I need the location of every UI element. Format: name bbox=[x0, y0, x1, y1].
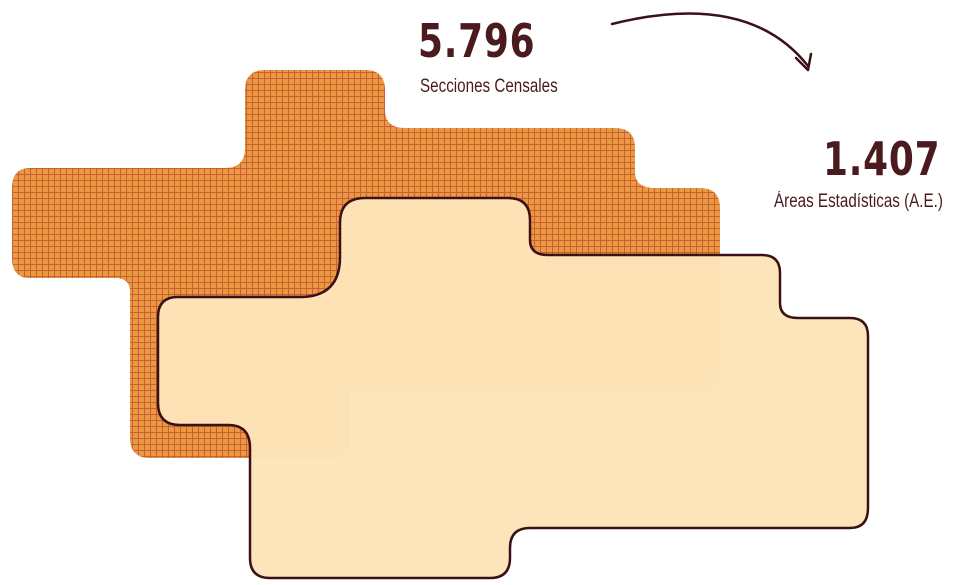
arrowhead-icon bbox=[794, 52, 813, 72]
secciones-count: 5.796 bbox=[418, 14, 536, 68]
secciones-label: Secciones Censales bbox=[420, 76, 558, 97]
curved-arrow-icon bbox=[610, 12, 810, 68]
areas-count: 1.407 bbox=[823, 132, 941, 186]
areas-label: Áreas Estadísticas (A.E.) bbox=[774, 191, 943, 212]
